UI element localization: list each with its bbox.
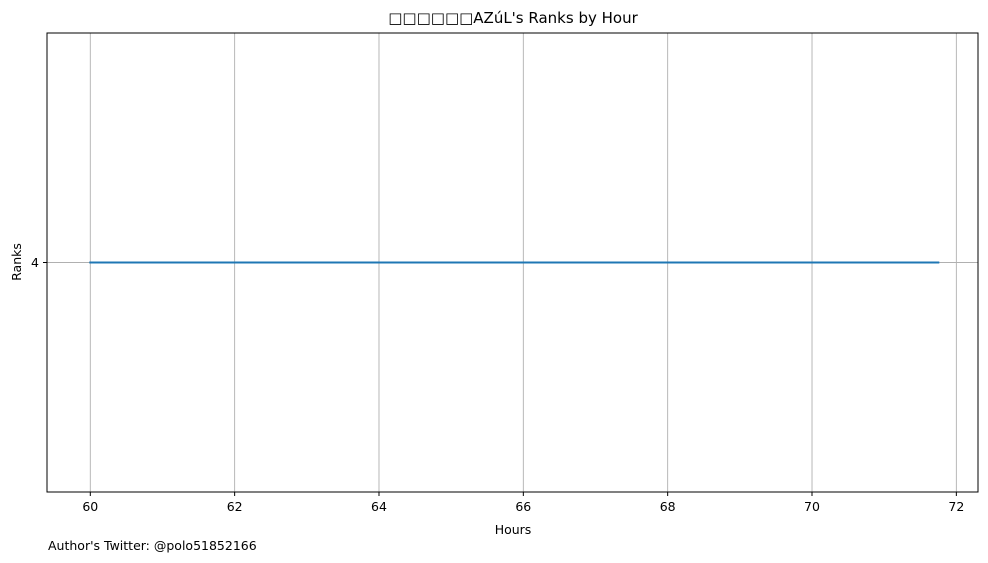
x-tick-label: 68 <box>660 499 676 514</box>
x-axis-ticks: 60 62 64 66 68 70 72 <box>82 492 964 514</box>
chart-title: □□□□□□AZúL's Ranks by Hour <box>388 9 638 27</box>
x-tick-label: 70 <box>804 499 820 514</box>
x-tick-label: 72 <box>948 499 964 514</box>
author-credit: Author's Twitter: @polo51852166 <box>48 538 257 553</box>
x-tick-label: 66 <box>515 499 531 514</box>
x-tick-label: 60 <box>82 499 98 514</box>
x-tick-label: 64 <box>371 499 387 514</box>
y-axis-ticks: 4 <box>31 255 47 270</box>
y-axis-label: Ranks <box>9 243 24 281</box>
x-axis-label: Hours <box>495 522 532 537</box>
x-tick-label: 62 <box>227 499 243 514</box>
y-tick-label: 4 <box>31 255 39 270</box>
